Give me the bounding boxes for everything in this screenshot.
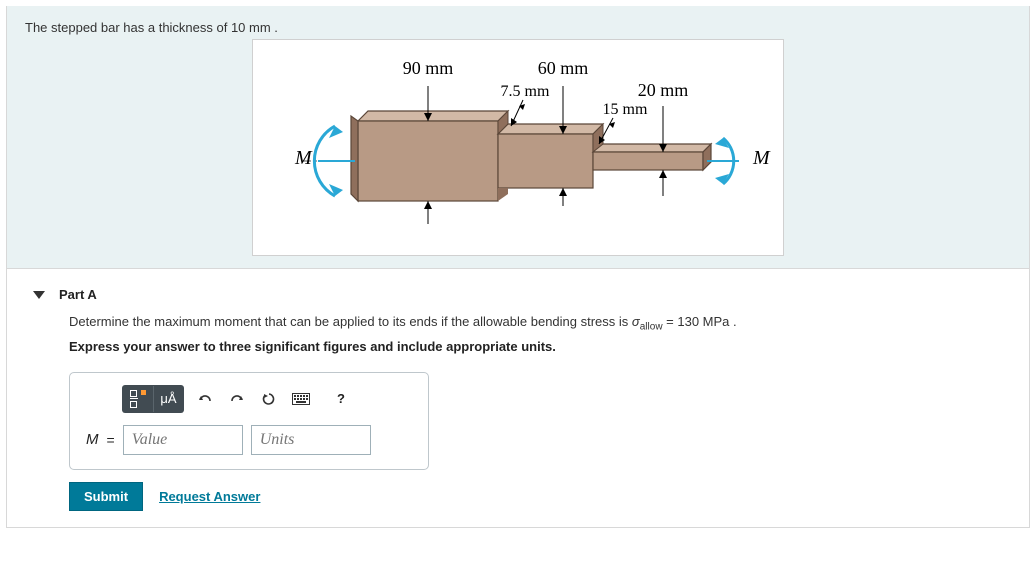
- reset-icon: [261, 391, 277, 407]
- part-a-title: Part A: [59, 287, 97, 302]
- part-a-header[interactable]: Part A: [7, 269, 1029, 314]
- fraction-icon: [130, 390, 146, 408]
- question-text: Determine the maximum moment that can be…: [69, 314, 907, 333]
- help-button[interactable]: ?: [326, 386, 356, 412]
- sigma-symbol: σ: [632, 314, 640, 329]
- figure-box: 90 mm 60 mm 7.5 mm 15 mm: [252, 39, 784, 256]
- special-chars-button[interactable]: μÅ: [153, 386, 183, 412]
- mu-angstrom-icon: μÅ: [160, 391, 176, 406]
- answer-instruction: Express your answer to three significant…: [69, 339, 907, 354]
- submit-row: Submit Request Answer: [69, 482, 907, 511]
- units-input[interactable]: [251, 425, 371, 455]
- stepped-bar-figure: 90 mm 60 mm 7.5 mm 15 mm: [263, 46, 773, 246]
- sigma-subscript: allow: [640, 322, 663, 333]
- reset-button[interactable]: [254, 386, 284, 412]
- redo-icon: [229, 392, 245, 406]
- dim-20: 20 mm: [638, 80, 689, 100]
- undo-button[interactable]: [190, 386, 220, 412]
- keyboard-icon: [292, 393, 310, 405]
- figure-container: 90 mm 60 mm 7.5 mm 15 mm: [25, 35, 1011, 264]
- collapse-caret-icon: [33, 291, 45, 299]
- dim-90: 90 mm: [403, 58, 454, 78]
- intro-text: The stepped bar has a thickness of 10 mm…: [25, 20, 1011, 35]
- request-answer-link[interactable]: Request Answer: [159, 489, 260, 504]
- question-post: = 130 MPa .: [663, 314, 737, 329]
- fraction-template-button[interactable]: [123, 386, 153, 412]
- submit-button[interactable]: Submit: [69, 482, 143, 511]
- moment-left-label: M: [294, 147, 313, 169]
- undo-icon: [197, 392, 213, 406]
- moment-right-label: M: [752, 147, 771, 169]
- keyboard-button[interactable]: [286, 386, 316, 412]
- equals-sign: =: [107, 432, 115, 448]
- value-input[interactable]: [123, 425, 243, 455]
- variable-label: M: [86, 431, 99, 448]
- dim-7-5: 7.5 mm: [501, 83, 550, 100]
- answer-input-box: μÅ: [69, 372, 429, 470]
- problem-intro-panel: The stepped bar has a thickness of 10 mm…: [7, 6, 1029, 269]
- template-buttons-group: μÅ: [122, 385, 184, 413]
- question-pre: Determine the maximum moment that can be…: [69, 314, 632, 329]
- redo-button[interactable]: [222, 386, 252, 412]
- equation-toolbar: μÅ: [122, 385, 412, 413]
- dim-15: 15 mm: [603, 101, 648, 118]
- dim-60: 60 mm: [538, 58, 589, 78]
- help-icon: ?: [337, 391, 345, 406]
- part-a-body: Determine the maximum moment that can be…: [7, 314, 907, 527]
- answer-input-row: M =: [86, 425, 412, 455]
